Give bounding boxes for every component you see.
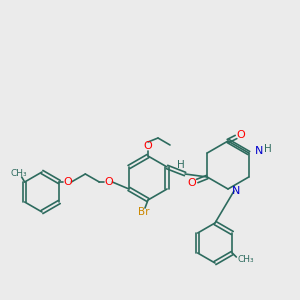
Text: O: O: [104, 177, 113, 187]
Text: O: O: [188, 178, 197, 188]
Text: N: N: [232, 186, 240, 196]
Text: H: H: [264, 144, 272, 154]
Text: CH₃: CH₃: [237, 254, 253, 263]
Text: O: O: [63, 177, 72, 187]
Text: CH₃: CH₃: [11, 169, 27, 178]
Text: Br: Br: [138, 207, 150, 217]
Text: O: O: [237, 130, 245, 140]
Text: H: H: [177, 160, 185, 170]
Text: O: O: [144, 141, 152, 151]
Text: N: N: [255, 146, 263, 156]
